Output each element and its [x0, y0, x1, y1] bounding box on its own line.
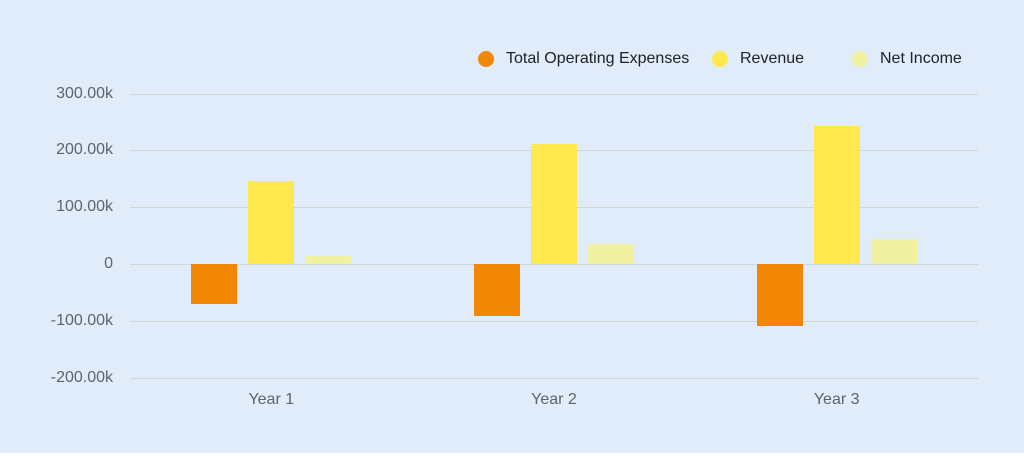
legend-label-net-income: Net Income — [880, 50, 962, 67]
legend-item-total-operating-expenses[interactable]: Total Operating Expenses — [478, 49, 689, 69]
bar-year-3-net-income[interactable] — [870, 239, 917, 264]
legend-swatch-revenue-icon — [712, 51, 728, 67]
bar-year-3-total-operating-expenses[interactable] — [756, 264, 803, 326]
bar-year-1-revenue[interactable] — [248, 180, 295, 264]
y-axis-tick-label--100.00k: -100.00k — [50, 311, 113, 329]
gridline--100.00k — [130, 320, 978, 322]
legend-swatch-net-income-icon — [852, 51, 868, 67]
bottom-strip — [0, 453, 1024, 456]
legend-label-revenue: Revenue — [740, 50, 805, 67]
bar-year-2-total-operating-expenses[interactable] — [474, 264, 520, 316]
chart-legend: Total Operating Expenses Revenue Net Inc… — [0, 0, 1024, 80]
bar-year-3-revenue[interactable] — [813, 126, 860, 264]
y-axis-tick-label-0: 0 — [104, 255, 113, 272]
x-axis-label-year-3: Year 3 — [813, 391, 860, 408]
bar-year-2-net-income[interactable] — [588, 244, 634, 264]
gridline-0 — [130, 264, 978, 265]
x-axis-label-year-2: Year 2 — [531, 391, 577, 408]
gridline--200.00k — [130, 377, 978, 379]
legend-item-revenue[interactable]: Revenue — [712, 49, 804, 69]
bar-year-1-total-operating-expenses[interactable] — [191, 264, 238, 304]
legend-label-total-operating-expenses: Total Operating Expenses — [506, 50, 690, 67]
y-axis-tick-label-300.00k: 300.00k — [56, 84, 113, 102]
legend-swatch-total-operating-expenses-icon — [478, 51, 494, 67]
x-axis-label-year-1: Year 1 — [248, 391, 295, 408]
bar-year-1-net-income[interactable] — [305, 256, 352, 264]
y-axis-tick-label-100.00k: 100.00k — [56, 198, 113, 216]
gridline-300.00k — [130, 93, 978, 95]
legend-item-net-income[interactable]: Net Income — [852, 49, 962, 69]
y-axis-tick-label-200.00k: 200.00k — [56, 141, 113, 159]
bar-year-2-revenue[interactable] — [531, 144, 577, 264]
y-axis-tick-label--200.00k: -200.00k — [50, 368, 113, 386]
